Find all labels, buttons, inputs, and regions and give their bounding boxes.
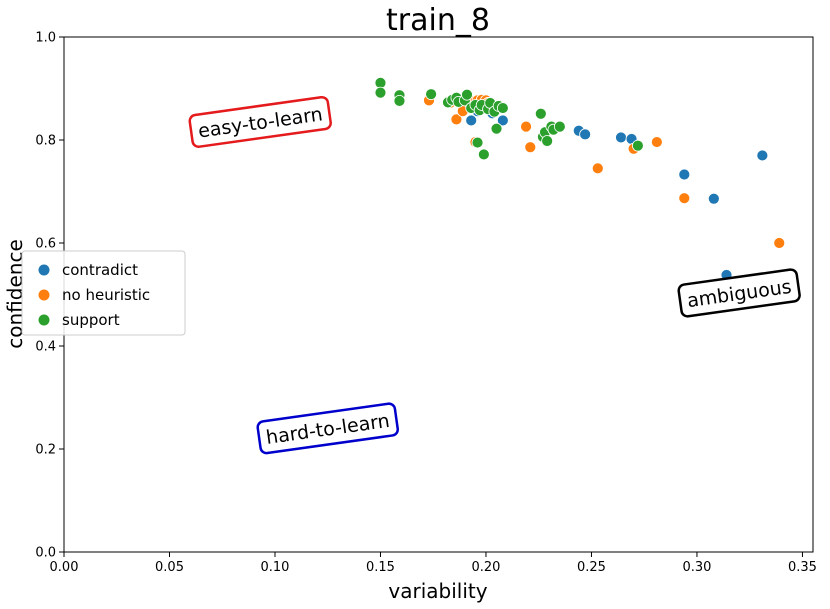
point-support xyxy=(534,107,547,120)
x-tick-label: 0.35 xyxy=(788,560,817,575)
point-support xyxy=(393,94,406,107)
point-support xyxy=(553,120,566,133)
point-support xyxy=(631,139,644,152)
point-no-heuristic xyxy=(678,192,691,205)
point-support xyxy=(541,135,554,147)
y-tick-label: 0.8 xyxy=(35,134,56,149)
legend-marker xyxy=(38,289,50,301)
point-support xyxy=(477,148,490,161)
x-tick-label: 0.15 xyxy=(366,560,395,575)
point-support xyxy=(425,88,438,101)
x-tick-label: 0.10 xyxy=(261,560,290,575)
legend-marker xyxy=(38,264,50,276)
point-contradict xyxy=(756,149,769,162)
point-no-heuristic xyxy=(591,162,604,175)
annotation-box xyxy=(256,402,400,455)
y-tick-label: 0.0 xyxy=(35,546,56,561)
y-tick-label: 0.4 xyxy=(35,340,56,355)
annotation-easy-to-learn: easy-to-learn xyxy=(188,95,332,148)
x-tick-label: 0.00 xyxy=(50,560,79,575)
y-tick-label: 1.0 xyxy=(35,31,56,46)
point-support xyxy=(374,86,387,99)
point-contradict xyxy=(465,114,478,127)
point-no-heuristic xyxy=(773,237,786,249)
point-support xyxy=(490,122,503,135)
x-tick-label: 0.20 xyxy=(471,560,500,575)
legend-box xyxy=(21,250,186,336)
y-tick-label: 0.2 xyxy=(35,443,56,458)
legend-label: support xyxy=(62,311,120,329)
point-contradict xyxy=(496,114,509,127)
chart-title: train_8 xyxy=(386,3,490,38)
axis-ticks: 0.00 0.05 0.10 0.15 0.20 0.25 0.30 0.35 0.0 0.2 0.… xyxy=(35,31,817,576)
x-axis-label: variability xyxy=(388,579,487,603)
legend: contradict no heuristic support xyxy=(21,250,186,336)
point-contradict xyxy=(707,192,720,205)
point-no-heuristic xyxy=(450,113,463,126)
annotation-ambiguous: ambiguous xyxy=(677,268,801,318)
point-support xyxy=(496,102,509,114)
data-points xyxy=(374,76,786,281)
annotation-box xyxy=(677,268,801,318)
annotations: easy-to-learn ambiguous hard-to-learn xyxy=(188,95,801,455)
point-contradict xyxy=(678,168,691,181)
annotation-hard-to-learn: hard-to-learn xyxy=(256,402,400,455)
point-support xyxy=(374,76,387,89)
point-no-heuristic xyxy=(524,141,537,154)
legend-label: contradict xyxy=(62,261,138,279)
point-contradict xyxy=(579,128,592,141)
x-tick-label: 0.30 xyxy=(682,560,711,575)
y-tick-label: 0.6 xyxy=(35,237,56,252)
point-support xyxy=(471,136,484,149)
annotation-box xyxy=(188,95,332,148)
x-tick-label: 0.25 xyxy=(577,560,606,575)
point-no-heuristic xyxy=(650,136,663,148)
point-support xyxy=(461,88,473,101)
point-no-heuristic xyxy=(520,120,532,133)
legend-label: no heuristic xyxy=(62,286,150,304)
legend-marker xyxy=(38,314,50,326)
x-tick-label: 0.05 xyxy=(155,560,184,575)
point-contradict xyxy=(615,131,627,144)
